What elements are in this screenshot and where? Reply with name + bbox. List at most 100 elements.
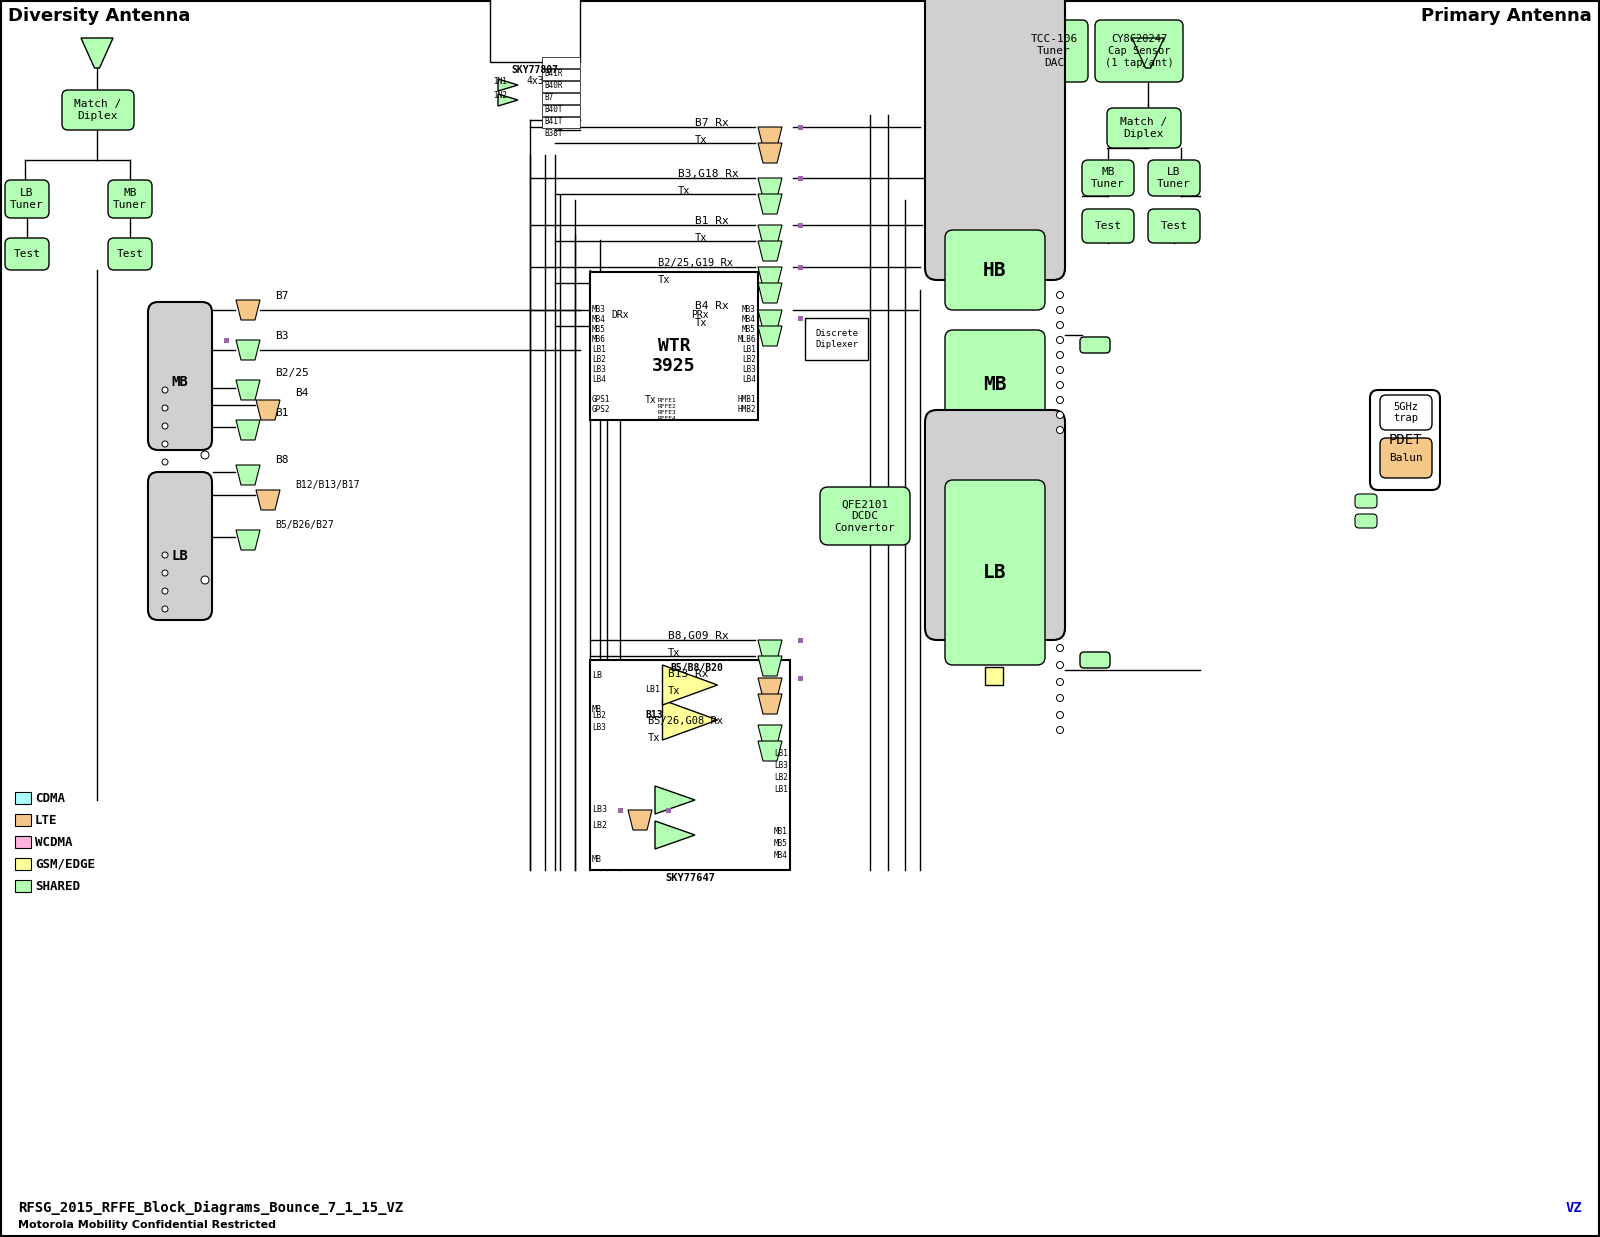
FancyBboxPatch shape bbox=[925, 0, 1066, 280]
Text: SKY77807: SKY77807 bbox=[512, 66, 558, 75]
Circle shape bbox=[1056, 336, 1064, 344]
Circle shape bbox=[1056, 679, 1064, 685]
Text: LB2: LB2 bbox=[592, 355, 606, 365]
Bar bbox=[797, 265, 803, 270]
Polygon shape bbox=[237, 529, 259, 550]
Circle shape bbox=[1056, 381, 1064, 388]
Text: LB1: LB1 bbox=[592, 345, 606, 355]
FancyBboxPatch shape bbox=[1355, 494, 1378, 508]
Circle shape bbox=[1056, 662, 1064, 668]
Polygon shape bbox=[237, 380, 259, 400]
Text: B1 Rx: B1 Rx bbox=[694, 216, 728, 226]
Polygon shape bbox=[1133, 38, 1165, 68]
Text: B4: B4 bbox=[294, 388, 309, 398]
FancyBboxPatch shape bbox=[542, 69, 579, 80]
Text: SKY77647: SKY77647 bbox=[666, 873, 715, 883]
Text: LB: LB bbox=[984, 563, 1006, 581]
Text: MB4: MB4 bbox=[774, 851, 787, 860]
FancyBboxPatch shape bbox=[946, 230, 1045, 310]
Circle shape bbox=[162, 606, 168, 612]
Circle shape bbox=[162, 442, 168, 447]
Text: PDET: PDET bbox=[1389, 433, 1422, 447]
Circle shape bbox=[1056, 351, 1064, 359]
FancyBboxPatch shape bbox=[1355, 515, 1378, 528]
Polygon shape bbox=[758, 694, 782, 714]
Text: 5GHz
trap: 5GHz trap bbox=[1394, 402, 1419, 423]
Text: RFFE3: RFFE3 bbox=[658, 409, 677, 414]
Text: B40R: B40R bbox=[544, 82, 563, 90]
Text: GPS1: GPS1 bbox=[592, 396, 611, 404]
Text: 4x3: 4x3 bbox=[526, 75, 544, 87]
Circle shape bbox=[162, 459, 168, 465]
FancyBboxPatch shape bbox=[1379, 438, 1432, 477]
FancyBboxPatch shape bbox=[542, 80, 579, 92]
Circle shape bbox=[162, 552, 168, 558]
Polygon shape bbox=[758, 725, 782, 745]
Text: MB5: MB5 bbox=[592, 325, 606, 334]
Circle shape bbox=[1056, 644, 1064, 652]
Text: Test: Test bbox=[13, 249, 40, 259]
FancyBboxPatch shape bbox=[819, 487, 910, 546]
Text: B4 Rx: B4 Rx bbox=[694, 301, 728, 310]
Text: MB: MB bbox=[984, 376, 1006, 395]
Bar bbox=[797, 176, 803, 181]
Text: VZ: VZ bbox=[1565, 1201, 1582, 1215]
Text: MB3: MB3 bbox=[742, 306, 757, 314]
Text: DRx: DRx bbox=[611, 310, 629, 320]
Text: RFFE4: RFFE4 bbox=[658, 416, 677, 421]
Circle shape bbox=[202, 576, 210, 584]
Polygon shape bbox=[758, 241, 782, 261]
Text: MB: MB bbox=[171, 375, 189, 388]
FancyBboxPatch shape bbox=[14, 792, 30, 804]
Polygon shape bbox=[758, 225, 782, 245]
FancyBboxPatch shape bbox=[590, 272, 758, 421]
Circle shape bbox=[1056, 694, 1064, 701]
Bar bbox=[797, 125, 803, 130]
Bar bbox=[797, 315, 803, 320]
Text: B5/26,G08 Rx: B5/26,G08 Rx bbox=[648, 716, 723, 726]
Text: MB4: MB4 bbox=[592, 315, 606, 324]
FancyBboxPatch shape bbox=[1080, 652, 1110, 668]
FancyBboxPatch shape bbox=[1149, 160, 1200, 195]
Text: B3: B3 bbox=[275, 332, 288, 341]
Text: B41R: B41R bbox=[544, 69, 563, 78]
Circle shape bbox=[162, 588, 168, 594]
Text: LB1: LB1 bbox=[645, 685, 661, 694]
Text: HB: HB bbox=[984, 261, 1006, 280]
Text: Balun: Balun bbox=[1389, 453, 1422, 463]
Text: Test: Test bbox=[1160, 221, 1187, 231]
Polygon shape bbox=[758, 327, 782, 346]
Text: MB1: MB1 bbox=[774, 826, 787, 835]
Text: WTR
3925: WTR 3925 bbox=[653, 336, 696, 375]
Text: IN2: IN2 bbox=[493, 90, 507, 99]
Polygon shape bbox=[627, 810, 653, 830]
FancyBboxPatch shape bbox=[1094, 20, 1182, 82]
Text: Tx: Tx bbox=[669, 648, 680, 658]
Polygon shape bbox=[662, 700, 717, 740]
Polygon shape bbox=[654, 821, 694, 849]
Circle shape bbox=[162, 387, 168, 393]
FancyBboxPatch shape bbox=[147, 473, 211, 620]
Polygon shape bbox=[758, 178, 782, 198]
Text: LB3: LB3 bbox=[592, 365, 606, 375]
Text: LB1: LB1 bbox=[742, 345, 757, 355]
Circle shape bbox=[1056, 711, 1064, 719]
Text: Tx: Tx bbox=[658, 275, 670, 285]
Text: LB2: LB2 bbox=[742, 355, 757, 365]
Text: LB1: LB1 bbox=[774, 750, 787, 758]
Polygon shape bbox=[256, 400, 280, 421]
Text: LB2: LB2 bbox=[592, 820, 606, 830]
Text: Discrete
Diplexer: Discrete Diplexer bbox=[814, 329, 858, 349]
Text: TCC-106
Tuner
DAC: TCC-106 Tuner DAC bbox=[1030, 35, 1078, 68]
Text: MB6: MB6 bbox=[592, 335, 606, 344]
FancyBboxPatch shape bbox=[946, 330, 1045, 440]
FancyBboxPatch shape bbox=[109, 181, 152, 218]
Text: LB
Tuner: LB Tuner bbox=[10, 188, 43, 210]
Text: PRx: PRx bbox=[691, 310, 709, 320]
Polygon shape bbox=[758, 640, 782, 661]
Text: Motorola Mobility Confidential Restricted: Motorola Mobility Confidential Restricte… bbox=[18, 1220, 277, 1230]
Text: Tx: Tx bbox=[694, 233, 707, 242]
FancyBboxPatch shape bbox=[946, 480, 1045, 666]
Polygon shape bbox=[758, 143, 782, 163]
Text: B7 Rx: B7 Rx bbox=[694, 118, 728, 127]
